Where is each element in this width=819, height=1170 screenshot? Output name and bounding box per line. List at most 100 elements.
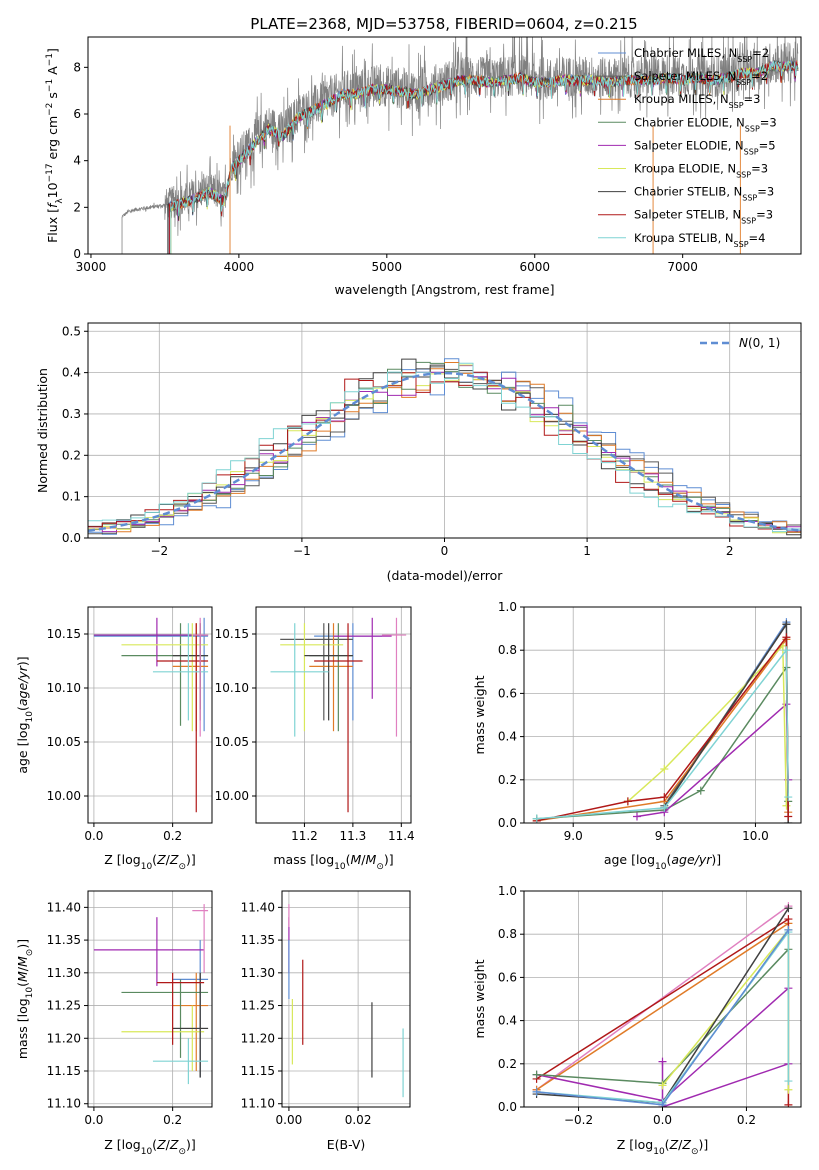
x-tick-label: 6000 [519,260,550,274]
y-tick-label: 0.0 [498,1100,517,1114]
label-part: age [ [604,852,636,867]
y-tick-label: 11.20 [47,1031,81,1045]
label-part: log [122,852,141,867]
weight-marker [782,633,791,642]
x-tick-label: 0.0 [84,829,103,843]
y-axis-label: mass [log10(M/M⊙)] [15,939,35,1059]
plot-area [93,617,209,813]
y-tick-label: 0.8 [498,927,517,941]
label-part: −2 [45,103,55,116]
y-tick-label: 0.8 [498,643,517,657]
x-tick-label: 10.0 [742,829,769,843]
label-part: )] [186,1137,196,1152]
panel-mass_weight_vs_Z: −0.2 0.0 0.20.00.20.40.60.81.0Z [log10(Z/Z… [472,884,802,1157]
weight-line [661,927,790,1090]
axes-frame [523,606,802,824]
grid-lines [88,607,212,823]
x-tick-label: 4000 [224,260,255,274]
histogram-step [88,362,801,533]
x-tick-label: 0.0 [84,1113,103,1127]
y-tick-label: 11.30 [47,966,81,980]
label-part: M [15,956,30,967]
label-part: 10 [653,1147,665,1157]
legend-label: Salpeter ELODIE, NSSP=5 [634,138,776,156]
label-part: Flux [ [45,208,60,243]
weight-marker [658,1100,667,1107]
label-part: Salpeter MILES, N [634,69,736,83]
weight-marker [784,793,793,802]
label-part: / [166,1137,171,1152]
grid-lines [282,891,410,1107]
label-part: ⊙ [178,1147,186,1157]
weight-marker [782,801,791,810]
label-part: Z [ [104,1137,121,1152]
y-tick-label: 11.20 [241,1031,275,1045]
y-tick-label: 10.10 [215,681,249,695]
weight-marker [784,915,793,924]
label-part: Kroupa STELIB, N [634,231,734,245]
axes-frame [281,890,411,1108]
label-part: )] [711,852,721,867]
weight-marker [660,793,669,802]
y-tick-label: 0 [73,247,81,261]
label-part: log [315,852,334,867]
y-tick-label: 0.1 [62,490,81,504]
label-part: =3 [760,115,777,129]
x-tick-label: 5000 [372,260,403,274]
y-tick-label: 10.05 [47,735,81,749]
label-part: SSP [742,193,757,202]
weight-line [536,665,789,820]
label-part: log [122,1137,141,1152]
plot-area [270,617,407,813]
weight-line [661,1061,789,1107]
label-part: Z [156,1137,166,1152]
weight-marker [623,797,632,806]
label-part: ( [152,1137,157,1152]
x-axis-label: mass [log10(M/M⊙)] [273,852,393,872]
x-tick-label: 11.2 [291,829,318,843]
label-part: s [45,92,60,103]
label-part: / [361,852,366,867]
weight-marker [660,765,669,773]
y-axis-label: Normed distribution [35,368,50,493]
weight-marker [532,814,541,823]
weight-line [536,637,789,822]
legend-label: Kroupa STELIB, NSSP=4 [634,231,765,249]
label-part: ⊙ [691,1147,699,1157]
label-part: ( [15,982,30,987]
label-part: SSP [741,216,756,225]
label-part: =2 [752,46,769,60]
label-part: 10 [334,862,346,872]
x-axis-label: Z [log10(Z/Z⊙)] [617,1137,709,1157]
label-part: f [45,202,60,208]
label-part: erg cm [45,116,60,164]
y-tick-label: 10.15 [215,627,249,641]
label-part: SSP [734,239,749,248]
y-tick-label: 10.00 [47,789,81,803]
y-tick-label: 0.5 [62,324,81,338]
weight-marker [532,1070,541,1079]
x-tick-label: −2 [150,544,168,558]
label-part: =3 [744,92,761,106]
label-part: (0, 1) [748,336,780,350]
y-tick-label: 11.35 [47,933,81,947]
label-part: Salpeter ELODIE, N [634,138,744,152]
label-part: mass [ [273,852,315,867]
weight-line [536,922,789,1091]
y-axis-label: mass weight [472,675,487,754]
label-part: =3 [756,208,773,222]
y-tick-label: 8 [73,60,81,74]
x-tick-label: −1 [293,544,311,558]
y-tick-label: 11.35 [241,933,275,947]
plot-area [93,904,209,1085]
y-tick-label: 0.2 [498,773,517,787]
label-part: log [636,852,655,867]
y-tick-label: 0.4 [62,366,81,380]
label-part: Chabrier STELIB, N [634,185,742,199]
grid-lines [88,891,212,1107]
weight-marker [782,620,791,629]
label-part: ( [346,852,351,867]
x-tick-label: 0.0 [653,1113,672,1127]
weight-line [636,702,789,818]
